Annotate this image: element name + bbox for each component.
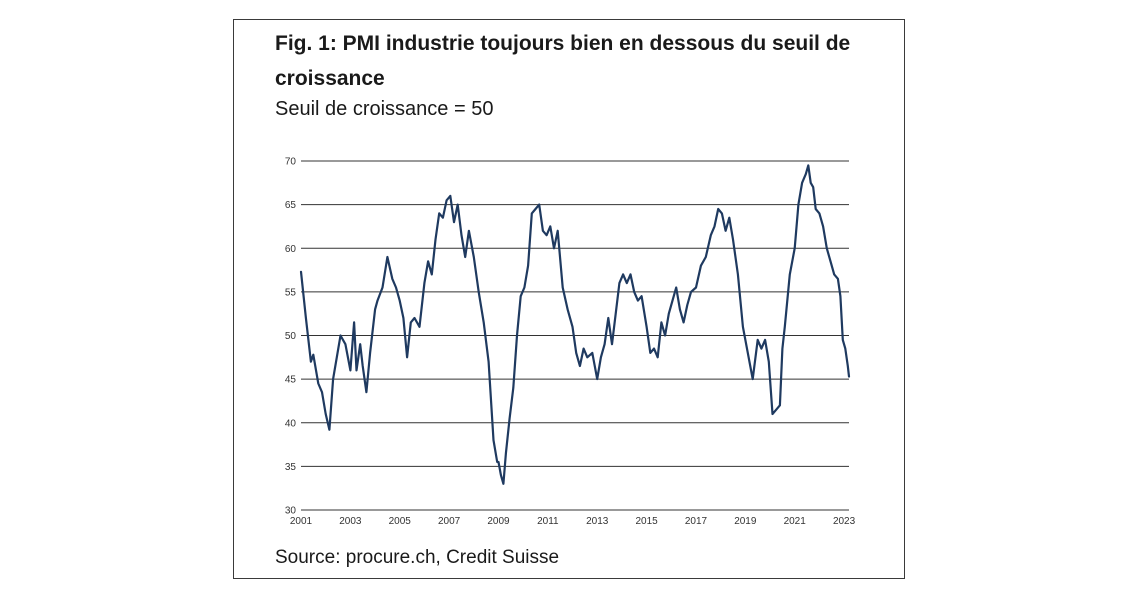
x-tick-label-2017: 2017 xyxy=(685,516,708,527)
chart-subtitle: Seuil de croissance = 50 xyxy=(275,98,494,120)
x-tick-label-2021: 2021 xyxy=(784,516,807,527)
x-tick-label-2007: 2007 xyxy=(438,516,461,527)
y-tick-label-65: 65 xyxy=(285,200,297,211)
chart-frame: Fig. 1: PMI industrie toujours bien en d… xyxy=(233,19,905,579)
y-tick-label-45: 45 xyxy=(285,375,297,386)
chart-title: Fig. 1: PMI industrie toujours bien en d… xyxy=(275,32,851,90)
chart-source: Source: procure.ch, Credit Suisse xyxy=(275,547,560,568)
y-tick-label-30: 30 xyxy=(285,506,297,517)
y-tick-label-35: 35 xyxy=(285,462,297,473)
y-tick-label-55: 55 xyxy=(285,287,297,298)
pmi-series-line xyxy=(299,164,851,485)
y-tick-label-40: 40 xyxy=(285,418,297,429)
x-tick-label-2009: 2009 xyxy=(487,516,510,527)
x-tick-label-2019: 2019 xyxy=(734,516,757,527)
x-tick-label-2023: 2023 xyxy=(833,516,856,527)
y-tick-label-50: 50 xyxy=(285,331,297,342)
pmi-line-chart: 30 35 40 45 50 55 60 65 70 2001 2003 2005 2007 2009 20… xyxy=(285,157,856,528)
x-tick-label-2003: 2003 xyxy=(339,516,362,527)
y-tick-label-70: 70 xyxy=(285,157,297,168)
x-tick-label-2001: 2001 xyxy=(290,516,313,527)
x-tick-label-2011: 2011 xyxy=(537,516,559,527)
x-tick-label-2005: 2005 xyxy=(389,516,412,527)
x-tick-label-2013: 2013 xyxy=(586,516,609,527)
y-tick-label-60: 60 xyxy=(285,244,297,255)
x-tick-label-2015: 2015 xyxy=(635,516,658,527)
